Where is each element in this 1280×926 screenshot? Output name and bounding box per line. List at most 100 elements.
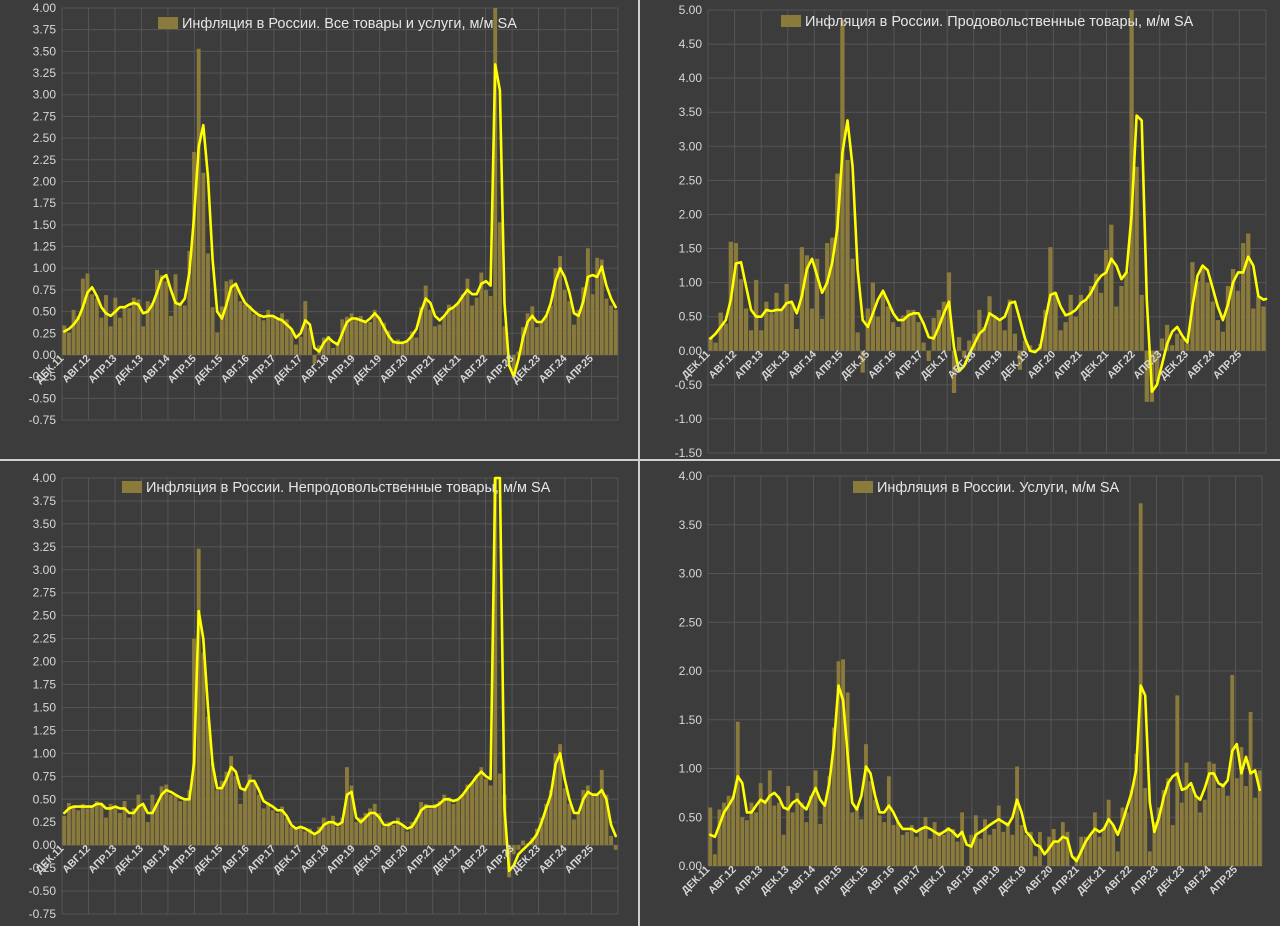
- bar: [150, 794, 155, 846]
- bar: [1129, 10, 1134, 351]
- bar: [1053, 292, 1058, 351]
- bar: [243, 788, 247, 846]
- x-tick-label: ДЕК.19: [995, 864, 1029, 898]
- y-tick-label: 2.00: [679, 664, 703, 678]
- bar: [206, 253, 210, 355]
- bar: [1144, 350, 1149, 402]
- bar: [307, 828, 312, 846]
- bar: [723, 323, 728, 351]
- bar: [99, 803, 104, 846]
- bar: [982, 326, 987, 351]
- bar: [891, 322, 896, 351]
- bar: [261, 808, 266, 846]
- y-tick-label: 2.00: [33, 655, 57, 669]
- bar: [187, 250, 192, 355]
- bar: [326, 335, 331, 355]
- bar: [233, 283, 238, 355]
- bar: [1246, 233, 1251, 351]
- bar: [921, 342, 926, 351]
- y-tick-label: 5.00: [679, 3, 703, 17]
- bar: [76, 315, 81, 355]
- bar: [127, 817, 132, 846]
- bar: [155, 803, 159, 846]
- bar: [1017, 350, 1023, 370]
- y-tick-label: 1.00: [33, 261, 57, 275]
- bar: [164, 281, 169, 355]
- bar: [749, 802, 754, 866]
- bar: [1170, 825, 1175, 866]
- bar: [937, 831, 942, 866]
- bar: [1109, 224, 1114, 351]
- bar: [941, 834, 946, 866]
- bar: [997, 320, 1002, 351]
- bar: [553, 268, 558, 355]
- bar: [992, 315, 997, 351]
- bar: [1212, 763, 1216, 866]
- bar: [955, 841, 960, 866]
- bar: [377, 813, 382, 846]
- legend-swatch: [853, 481, 873, 493]
- bar: [252, 782, 257, 846]
- bar: [275, 813, 280, 846]
- bar: [358, 817, 363, 846]
- bar: [713, 342, 718, 351]
- bar: [1102, 827, 1106, 866]
- bar: [1097, 836, 1102, 866]
- y-tick-label: 2.50: [679, 615, 703, 629]
- bar: [493, 478, 498, 846]
- bar: [409, 822, 414, 846]
- y-tick-label: 1.00: [679, 762, 703, 776]
- bar: [488, 295, 493, 355]
- bar: [141, 326, 146, 355]
- bar: [941, 301, 947, 351]
- y-tick-label: 0.00: [679, 344, 703, 358]
- bar: [845, 692, 850, 866]
- bar: [502, 326, 507, 355]
- bar: [1234, 778, 1239, 866]
- bar: [769, 313, 774, 351]
- bar: [841, 659, 845, 866]
- bar: [1230, 268, 1236, 351]
- bar: [168, 794, 173, 846]
- bar: [229, 279, 234, 355]
- bar: [349, 785, 354, 846]
- bar: [835, 173, 840, 351]
- bar: [465, 278, 470, 355]
- bar: [484, 779, 488, 846]
- bar: [446, 797, 451, 846]
- bar: [1184, 762, 1189, 866]
- bar: [1063, 322, 1068, 351]
- bar: [511, 354, 516, 375]
- bar: [1152, 822, 1157, 866]
- bar: [609, 835, 613, 846]
- bar: [354, 822, 359, 846]
- bar: [558, 256, 563, 355]
- bar: [779, 309, 784, 351]
- bar: [261, 320, 266, 355]
- bar: [117, 317, 122, 355]
- bar: [1185, 343, 1190, 351]
- bar: [85, 273, 90, 355]
- bar: [595, 257, 600, 355]
- bar: [298, 826, 303, 846]
- y-tick-label: -0.25: [29, 370, 57, 384]
- bar: [1261, 306, 1266, 351]
- bar: [423, 285, 428, 355]
- bar: [178, 801, 183, 846]
- bar: [215, 790, 220, 846]
- y-tick-label: 1.50: [679, 242, 703, 256]
- bar: [150, 302, 155, 355]
- bar: [996, 805, 1001, 866]
- bar: [576, 813, 581, 846]
- y-tick-label: 0.00: [679, 859, 703, 873]
- bar: [90, 806, 95, 846]
- bar: [400, 342, 405, 355]
- bar: [433, 326, 437, 355]
- x-tick-label: ДЕК.17: [271, 843, 305, 877]
- bar: [763, 799, 768, 866]
- bar: [983, 819, 987, 866]
- bar: [1220, 331, 1226, 351]
- bar: [877, 815, 882, 866]
- bar: [836, 661, 841, 866]
- bar: [1239, 747, 1244, 866]
